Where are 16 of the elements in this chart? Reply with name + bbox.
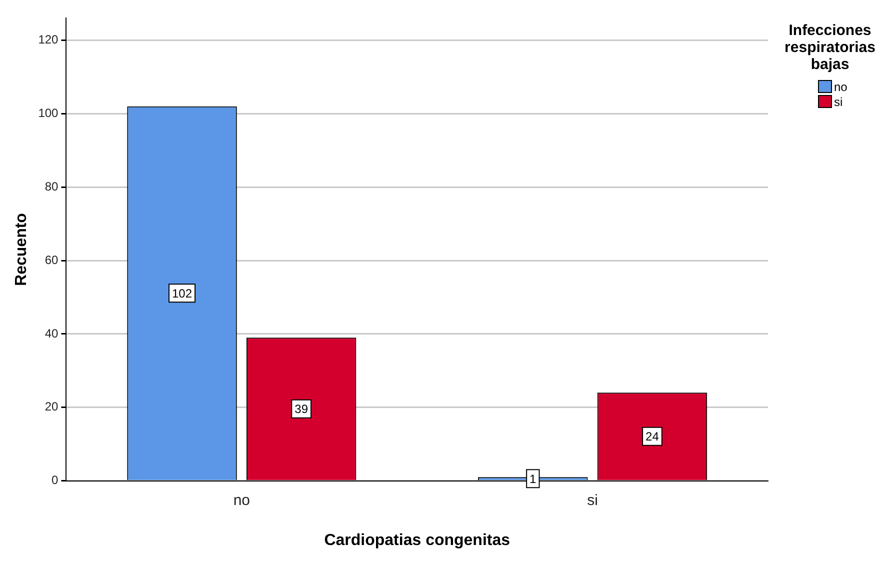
y-tick-label: 120 — [38, 32, 59, 47]
data-label: 1 — [530, 472, 537, 486]
y-tick-label: 0 — [52, 473, 59, 488]
y-tick-label: 60 — [44, 252, 59, 267]
data-label: 39 — [294, 402, 308, 416]
y-tick-label: 80 — [44, 179, 59, 194]
legend-label: si — [834, 94, 843, 108]
data-label: 102 — [172, 286, 192, 300]
data-label: 24 — [646, 430, 660, 444]
x-axis-title: Cardiopatias congenitas — [324, 532, 510, 549]
y-axis-title: Recuento — [13, 212, 30, 286]
legend-label: no — [834, 80, 848, 94]
y-tick-label: 40 — [44, 326, 59, 340]
legend-title: Infecciones respiratorias bajas — [784, 22, 876, 73]
y-tick-label: 20 — [44, 400, 59, 414]
y-tick-label: 100 — [38, 106, 59, 120]
